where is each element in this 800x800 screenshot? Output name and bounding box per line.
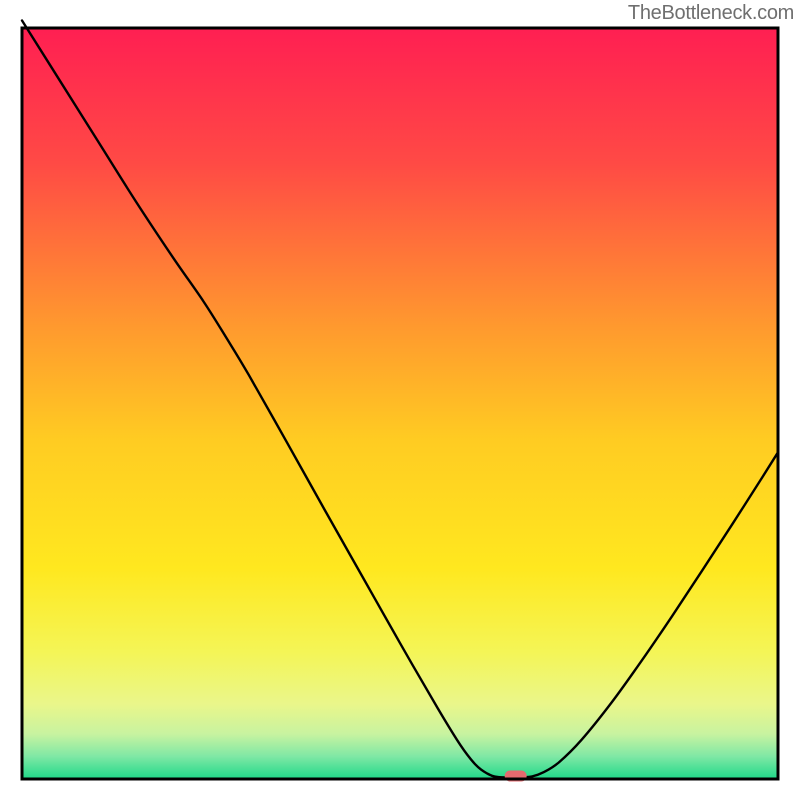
watermark-label: TheBottleneck.com bbox=[628, 2, 794, 25]
chart-svg bbox=[0, 0, 800, 800]
plot-background bbox=[22, 28, 778, 779]
chart-container: TheBottleneck.com bbox=[0, 0, 800, 800]
